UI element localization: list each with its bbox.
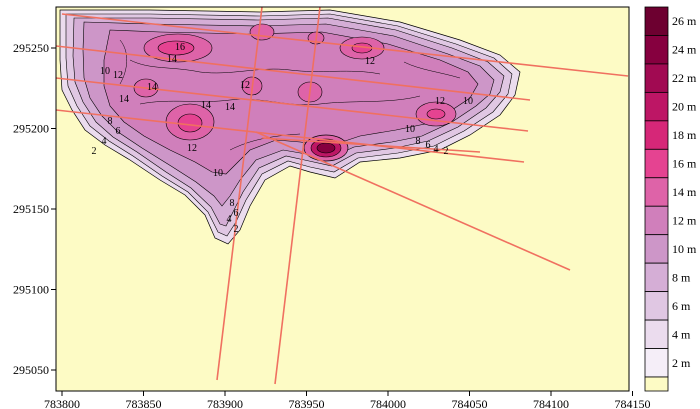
legend-swatch: [644, 291, 669, 321]
x-tick-label: 784050: [452, 397, 488, 409]
legend-label: 12 m: [672, 213, 697, 227]
high-spot: [177, 113, 203, 133]
contour-label: 6: [116, 126, 121, 137]
legend-swatch: [644, 63, 669, 93]
legend-swatch: [644, 148, 669, 179]
legend-swatch: [644, 262, 669, 293]
transect-line: [56, 109, 525, 163]
contour-label: 12: [435, 96, 445, 107]
contour-label: 16: [175, 42, 185, 53]
contour-label: 12: [187, 143, 197, 154]
contour-label: 6: [234, 208, 239, 219]
legend-swatch: [644, 205, 669, 236]
contour-label: 10: [463, 96, 473, 107]
legend-label: 4 m: [672, 327, 691, 341]
legend-label: 16 m: [672, 157, 697, 171]
legend-swatch: [644, 348, 669, 378]
x-tick-label: 783850: [126, 397, 162, 409]
contour-label: 12: [113, 70, 123, 81]
legend-label: 10 m: [672, 242, 697, 256]
x-tick-label: 784000: [370, 397, 406, 409]
contour-label: 14: [167, 54, 177, 65]
transect-line: [216, 7, 263, 381]
x-tick-label: 784100: [533, 397, 569, 409]
y-tick-label: 295150: [13, 202, 49, 216]
x-tick-label: 783900: [207, 397, 243, 409]
legend-swatch: [644, 120, 669, 150]
transect-line: [56, 77, 529, 132]
high-spot: [426, 108, 446, 120]
contour-label: 12: [240, 80, 250, 91]
legend-label: 14 m: [672, 185, 697, 199]
transect-lines: [56, 7, 629, 385]
transect-line: [261, 137, 481, 153]
contour-label: 2: [444, 146, 449, 157]
contour-label: 6: [426, 140, 431, 151]
legend-label: 2 m: [672, 356, 691, 370]
high-spot: [157, 40, 195, 56]
y-tick-label: 295100: [13, 283, 49, 297]
plot-frame: [55, 6, 630, 392]
legend-swatch: [644, 6, 669, 36]
legend-swatch: [644, 319, 669, 349]
contour-label: 14: [147, 82, 157, 93]
contour-label: 4: [434, 144, 439, 155]
transect-line: [255, 131, 571, 271]
deep-spot: [316, 142, 336, 154]
contour-label: 14: [119, 94, 129, 105]
contour-label: 4: [102, 136, 107, 147]
legend-swatch: [644, 234, 669, 264]
contour-label: 4: [227, 214, 232, 225]
x-axis: 783800 783850 783900 783950 784000 784050 7841…: [44, 391, 651, 409]
legend-label: 26 m: [672, 14, 697, 28]
contour-label: 8: [230, 198, 235, 209]
contour-label: 8: [108, 116, 113, 127]
x-tick-label: 784150: [615, 397, 651, 409]
contour-label: 12: [365, 56, 375, 67]
contour-lines: [119, 39, 461, 151]
legend-swatch: [644, 177, 669, 207]
y-tick-label: 295050: [13, 363, 49, 377]
contour-label: 2: [234, 224, 239, 235]
transect-line: [61, 13, 629, 77]
legend-label: 22 m: [672, 71, 697, 85]
contour-label: 14: [225, 102, 235, 113]
y-axis: 295250 295200 295150 295100 295050: [13, 41, 56, 377]
transect-line: [274, 7, 321, 385]
legend-label: 24 m: [672, 43, 697, 57]
legend-label: 20 m: [672, 100, 697, 114]
legend-label: 18 m: [672, 128, 697, 142]
contour-label: 8: [416, 136, 421, 147]
y-tick-label: 295250: [13, 41, 49, 55]
legend-swatch: [644, 91, 669, 122]
legend-label: 6 m: [672, 299, 691, 313]
transect-line: [56, 45, 531, 101]
contour-label: 10: [405, 124, 415, 135]
legend-label: 8 m: [672, 270, 691, 284]
contour-label: 2: [92, 146, 97, 157]
contour-label: 10: [213, 168, 223, 179]
legend: 26 m 24 m 22 m 20 m 18 m 16 m 14 m 12 m 10 m 8 m 6…: [644, 6, 697, 392]
legend-swatch: [644, 35, 669, 65]
x-tick-label: 783800: [44, 397, 80, 409]
legend-swatch: [644, 376, 669, 392]
contour-label: 14: [201, 100, 211, 111]
contour-label: 10: [100, 66, 110, 77]
x-tick-label: 783950: [289, 397, 325, 409]
y-tick-label: 295200: [13, 122, 49, 136]
